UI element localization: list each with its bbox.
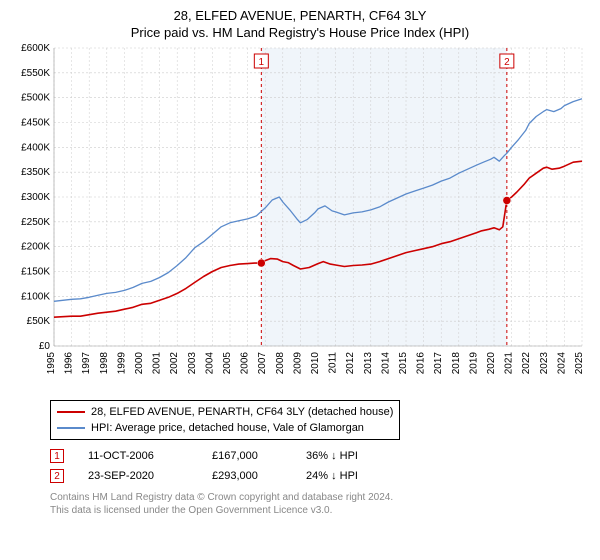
svg-text:2001: 2001 bbox=[152, 352, 163, 375]
event-row: 2 23-SEP-2020 £293,000 24% ↓ HPI bbox=[50, 466, 590, 486]
svg-text:2003: 2003 bbox=[187, 352, 198, 375]
svg-text:1999: 1999 bbox=[116, 352, 127, 375]
svg-text:2000: 2000 bbox=[134, 352, 145, 375]
legend-item: HPI: Average price, detached house, Vale… bbox=[57, 420, 393, 436]
svg-text:2014: 2014 bbox=[380, 352, 391, 375]
svg-text:£250K: £250K bbox=[21, 217, 50, 228]
legend-label: HPI: Average price, detached house, Vale… bbox=[91, 422, 364, 434]
legend-item: 28, ELFED AVENUE, PENARTH, CF64 3LY (det… bbox=[57, 404, 393, 420]
svg-text:2009: 2009 bbox=[292, 352, 303, 375]
svg-text:2007: 2007 bbox=[257, 352, 268, 375]
svg-text:1: 1 bbox=[259, 57, 265, 68]
legend-swatch bbox=[57, 427, 85, 429]
svg-text:2019: 2019 bbox=[468, 352, 479, 375]
svg-text:2013: 2013 bbox=[363, 352, 374, 375]
svg-text:£450K: £450K bbox=[21, 118, 50, 129]
svg-text:£100K: £100K bbox=[21, 291, 50, 302]
svg-text:1995: 1995 bbox=[46, 352, 57, 375]
attribution-line: Contains HM Land Registry data © Crown c… bbox=[50, 492, 590, 505]
svg-text:2: 2 bbox=[504, 57, 510, 68]
svg-text:2006: 2006 bbox=[240, 352, 251, 375]
event-date: 11-OCT-2006 bbox=[88, 450, 188, 462]
svg-text:2010: 2010 bbox=[310, 352, 321, 375]
svg-text:2012: 2012 bbox=[345, 352, 356, 375]
event-delta: 36% ↓ HPI bbox=[306, 450, 436, 462]
svg-text:1996: 1996 bbox=[64, 352, 75, 375]
event-marker-box: 1 bbox=[50, 449, 64, 463]
event-marker-box: 2 bbox=[50, 469, 64, 483]
svg-text:£350K: £350K bbox=[21, 167, 50, 178]
event-price: £293,000 bbox=[212, 470, 282, 482]
line-chart-svg: £0 £50K £100K £150K £200K £250K £300K £350K £400… bbox=[10, 44, 590, 394]
svg-text:£50K: £50K bbox=[27, 316, 51, 327]
legend-label: 28, ELFED AVENUE, PENARTH, CF64 3LY (det… bbox=[91, 406, 393, 418]
svg-text:2015: 2015 bbox=[398, 352, 409, 375]
svg-text:2021: 2021 bbox=[504, 352, 515, 375]
title-address: 28, ELFED AVENUE, PENARTH, CF64 3LY bbox=[10, 8, 590, 23]
svg-text:2023: 2023 bbox=[539, 352, 550, 375]
chart-container: 28, ELFED AVENUE, PENARTH, CF64 3LY Pric… bbox=[0, 0, 600, 560]
svg-text:2002: 2002 bbox=[169, 352, 180, 375]
svg-text:2024: 2024 bbox=[556, 352, 567, 375]
svg-text:2004: 2004 bbox=[204, 352, 215, 375]
svg-text:2020: 2020 bbox=[486, 352, 497, 375]
event-row: 1 11-OCT-2006 £167,000 36% ↓ HPI bbox=[50, 446, 590, 466]
svg-text:£150K: £150K bbox=[21, 267, 50, 278]
svg-text:£500K: £500K bbox=[21, 93, 50, 104]
svg-text:2008: 2008 bbox=[275, 352, 286, 375]
chart-area: £0 £50K £100K £150K £200K £250K £300K £350K £400… bbox=[10, 44, 590, 394]
event-price: £167,000 bbox=[212, 450, 282, 462]
legend-box: 28, ELFED AVENUE, PENARTH, CF64 3LY (det… bbox=[50, 400, 400, 440]
svg-text:£300K: £300K bbox=[21, 192, 50, 203]
svg-text:2017: 2017 bbox=[433, 352, 444, 375]
svg-text:£400K: £400K bbox=[21, 142, 50, 153]
legend-swatch bbox=[57, 411, 85, 413]
attribution-line: This data is licensed under the Open Gov… bbox=[50, 505, 590, 518]
events-table: 1 11-OCT-2006 £167,000 36% ↓ HPI 2 23-SE… bbox=[50, 446, 590, 486]
title-subtitle: Price paid vs. HM Land Registry's House … bbox=[10, 25, 590, 40]
svg-text:1998: 1998 bbox=[99, 352, 110, 375]
svg-text:1997: 1997 bbox=[81, 352, 92, 375]
svg-text:2016: 2016 bbox=[416, 352, 427, 375]
svg-text:2018: 2018 bbox=[451, 352, 462, 375]
svg-text:£0: £0 bbox=[39, 341, 51, 352]
svg-text:£200K: £200K bbox=[21, 242, 50, 253]
event-delta: 24% ↓ HPI bbox=[306, 470, 436, 482]
svg-text:2022: 2022 bbox=[521, 352, 532, 375]
event-date: 23-SEP-2020 bbox=[88, 470, 188, 482]
svg-text:£550K: £550K bbox=[21, 68, 50, 79]
svg-text:£600K: £600K bbox=[21, 44, 50, 54]
svg-text:2011: 2011 bbox=[328, 352, 339, 374]
svg-text:2025: 2025 bbox=[574, 352, 585, 375]
svg-text:2005: 2005 bbox=[222, 352, 233, 375]
title-block: 28, ELFED AVENUE, PENARTH, CF64 3LY Pric… bbox=[10, 8, 590, 40]
attribution: Contains HM Land Registry data © Crown c… bbox=[50, 492, 590, 517]
